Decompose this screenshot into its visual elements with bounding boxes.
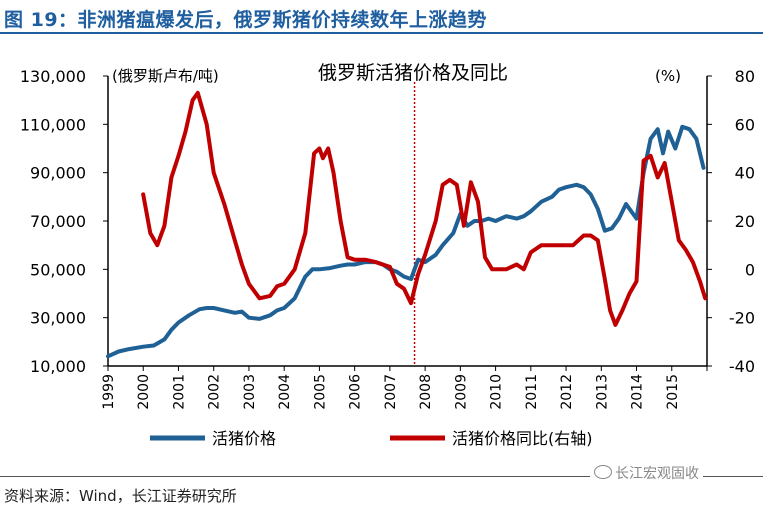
x-tick-label: 2007 xyxy=(383,374,399,410)
y-left-tick-label: 30,000 xyxy=(30,309,86,328)
watermark-text: 长江宏观固收 xyxy=(615,466,699,482)
x-tick-label: 2014 xyxy=(630,374,646,410)
wechat-icon xyxy=(594,465,612,479)
y-left-tick-label: 130,000 xyxy=(20,67,86,86)
watermark: 长江宏观固收 xyxy=(590,463,703,483)
title-underline xyxy=(0,32,763,34)
x-tick-label: 2008 xyxy=(418,374,434,410)
y-right-tick-label: 20 xyxy=(735,212,755,231)
x-tick-label: 2000 xyxy=(136,374,152,410)
x-tick-label: 2001 xyxy=(171,374,187,410)
text-layer: 130,000 110,000 90,000 70,000 50,000 30,000 10… xyxy=(20,62,755,448)
y-left-tick-label: 90,000 xyxy=(30,164,86,183)
x-tick-label: 2015 xyxy=(665,374,681,410)
x-tick-label: 2005 xyxy=(312,374,328,410)
y-right-tick-label: -40 xyxy=(729,357,755,376)
footer-rule xyxy=(0,476,763,477)
figure-title: 图 19：非洲猪瘟爆发后，俄罗斯猪价持续数年上涨趋势 xyxy=(4,9,488,31)
y-left-tick-label: 10,000 xyxy=(30,357,86,376)
y-left-tick-label: 50,000 xyxy=(30,260,86,279)
y-right-tick-label: 80 xyxy=(735,67,755,86)
x-tick-label: 2013 xyxy=(594,374,610,410)
y-right-tick-label: -20 xyxy=(729,309,755,328)
legend-label-price: 活猪价格 xyxy=(212,429,276,448)
x-tick-label: 2002 xyxy=(207,374,223,410)
x-tick-label: 2004 xyxy=(277,374,293,410)
x-tick-label: 2006 xyxy=(348,374,364,410)
x-tick-label: 2012 xyxy=(559,374,575,410)
series-line-price xyxy=(106,124,706,359)
x-tick-label: 1999 xyxy=(101,374,117,410)
legend-label-yoy: 活猪价格同比(右轴) xyxy=(452,429,593,448)
y-right-tick-label: 60 xyxy=(735,115,755,134)
series-layer xyxy=(106,90,708,359)
x-tick-label: 2003 xyxy=(242,374,258,410)
y-right-tick-label: 0 xyxy=(745,260,755,279)
series-line-yoy xyxy=(141,90,708,327)
x-tick-label: 2010 xyxy=(489,374,505,410)
chart-title: 俄罗斯活猪价格及同比 xyxy=(318,62,508,84)
y-left-tick-label: 70,000 xyxy=(30,212,86,231)
axes-layer xyxy=(103,75,712,371)
x-tick-label: 2011 xyxy=(524,374,540,410)
x-tick-label: 2009 xyxy=(453,374,469,410)
source-note: 资料来源：Wind，长江证券研究所 xyxy=(4,487,237,505)
pig-price-chart: 130,000 110,000 90,000 70,000 50,000 30,000 10… xyxy=(20,62,755,448)
y-left-tick-label: 110,000 xyxy=(20,115,86,134)
y-right-tick-label: 40 xyxy=(735,164,755,183)
y-right-axis-label: (%) xyxy=(655,67,681,85)
y-left-axis-label: (俄罗斯卢布/吨) xyxy=(112,67,219,85)
